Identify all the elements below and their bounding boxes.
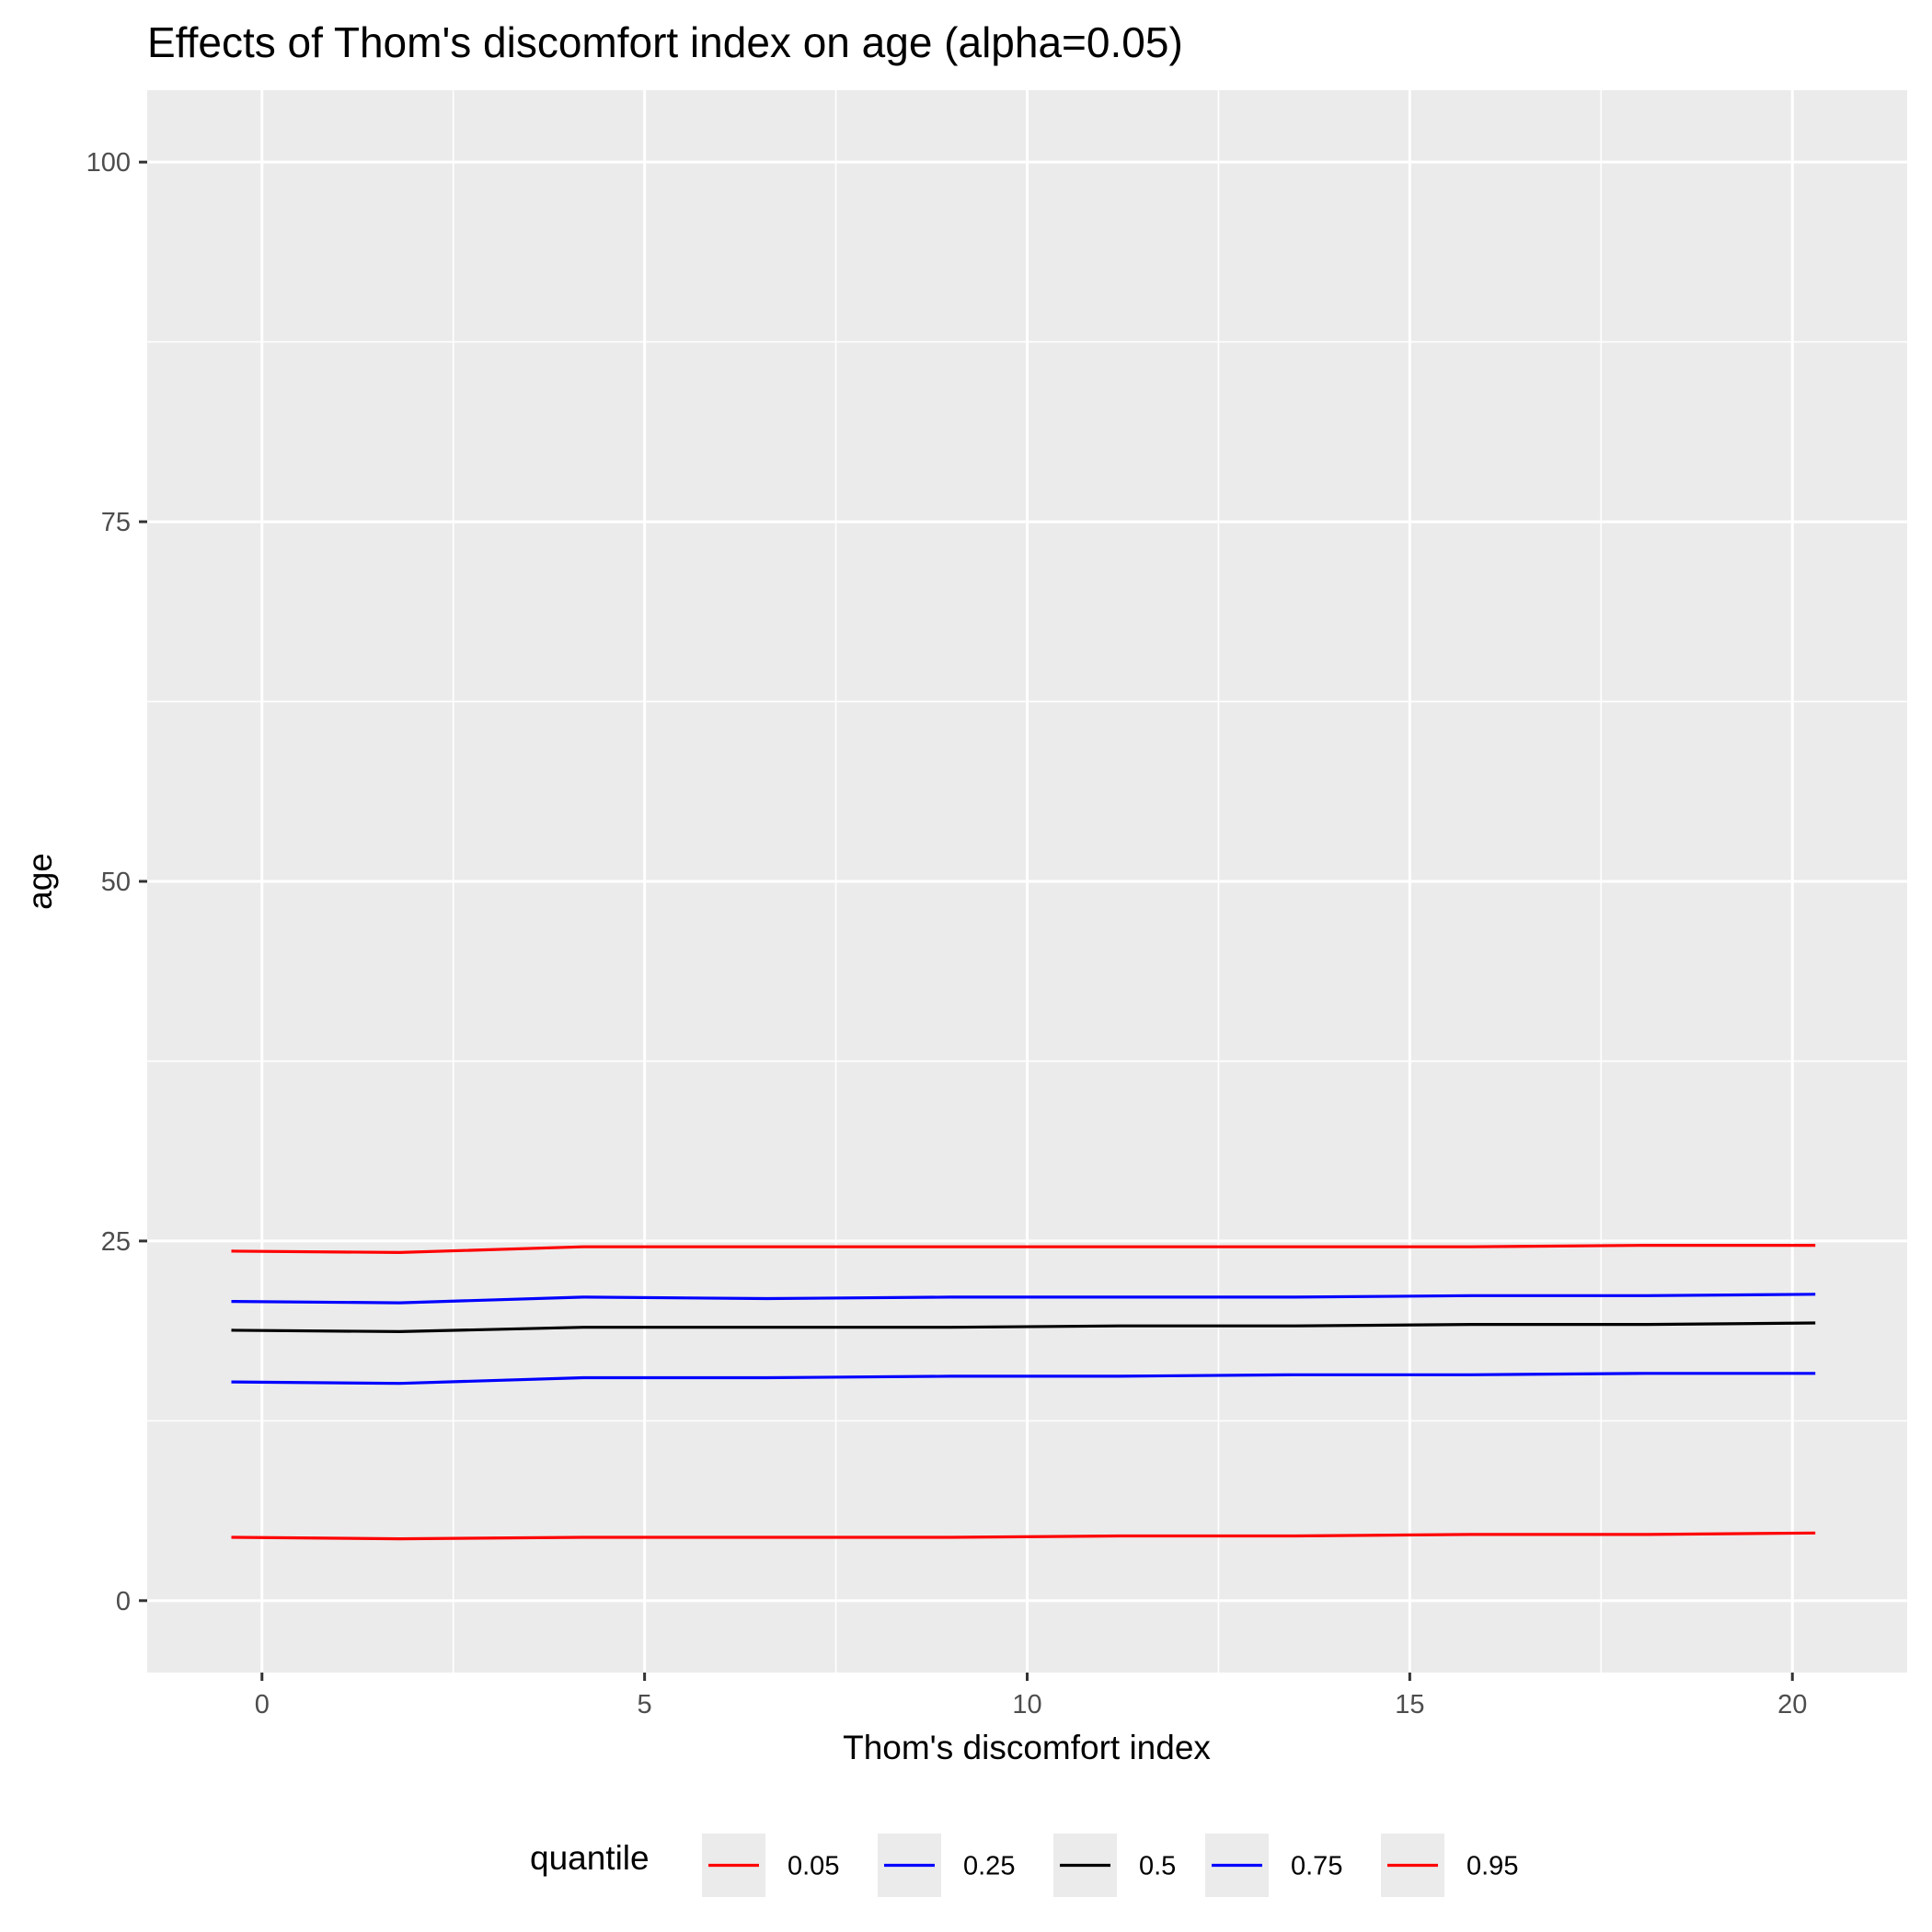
y-tick-label: 50 [101,868,131,897]
y-tick-label: 100 [86,148,131,178]
y-tick-label: 75 [101,508,131,537]
x-axis-title: Thom's discomfort index [843,1729,1211,1766]
y-tick-label: 0 [116,1587,131,1616]
series-line-1 [231,1372,1816,1386]
legend-label: 0.75 [1291,1852,1342,1881]
legend-label: 0.25 [963,1852,1015,1881]
legend-items: 0.05 0.25 0.5 0.75 0.95 [702,1834,1518,1897]
y-axis-title: age [21,853,59,910]
legend-label: 0.5 [1139,1852,1176,1881]
series-line-4 [231,1243,1816,1255]
x-tick-label: 20 [1777,1690,1807,1719]
legend-label: 0.95 [1466,1852,1518,1881]
chart-title: Effects of Thom's discomfort index on ag… [147,18,1183,66]
grid-major [147,90,1907,1673]
x-axis: 0 5 10 15 20 [255,1673,1807,1719]
x-tick-label: 10 [1012,1690,1041,1719]
series-lines [231,1243,1816,1541]
legend-title: quantile [530,1839,650,1877]
x-tick-label: 0 [255,1690,270,1719]
series-line-0 [231,1531,1816,1541]
legend: quantile 0.05 0.25 0.5 0.75 0.95 [530,1834,1518,1897]
x-tick-label: 15 [1395,1690,1424,1719]
x-tick-label: 5 [638,1690,652,1719]
y-tick-label: 25 [101,1227,131,1257]
series-line-2 [231,1321,1816,1334]
legend-label: 0.05 [788,1852,839,1881]
y-axis: 0 25 50 75 100 [86,148,147,1616]
series-line-3 [231,1293,1816,1305]
